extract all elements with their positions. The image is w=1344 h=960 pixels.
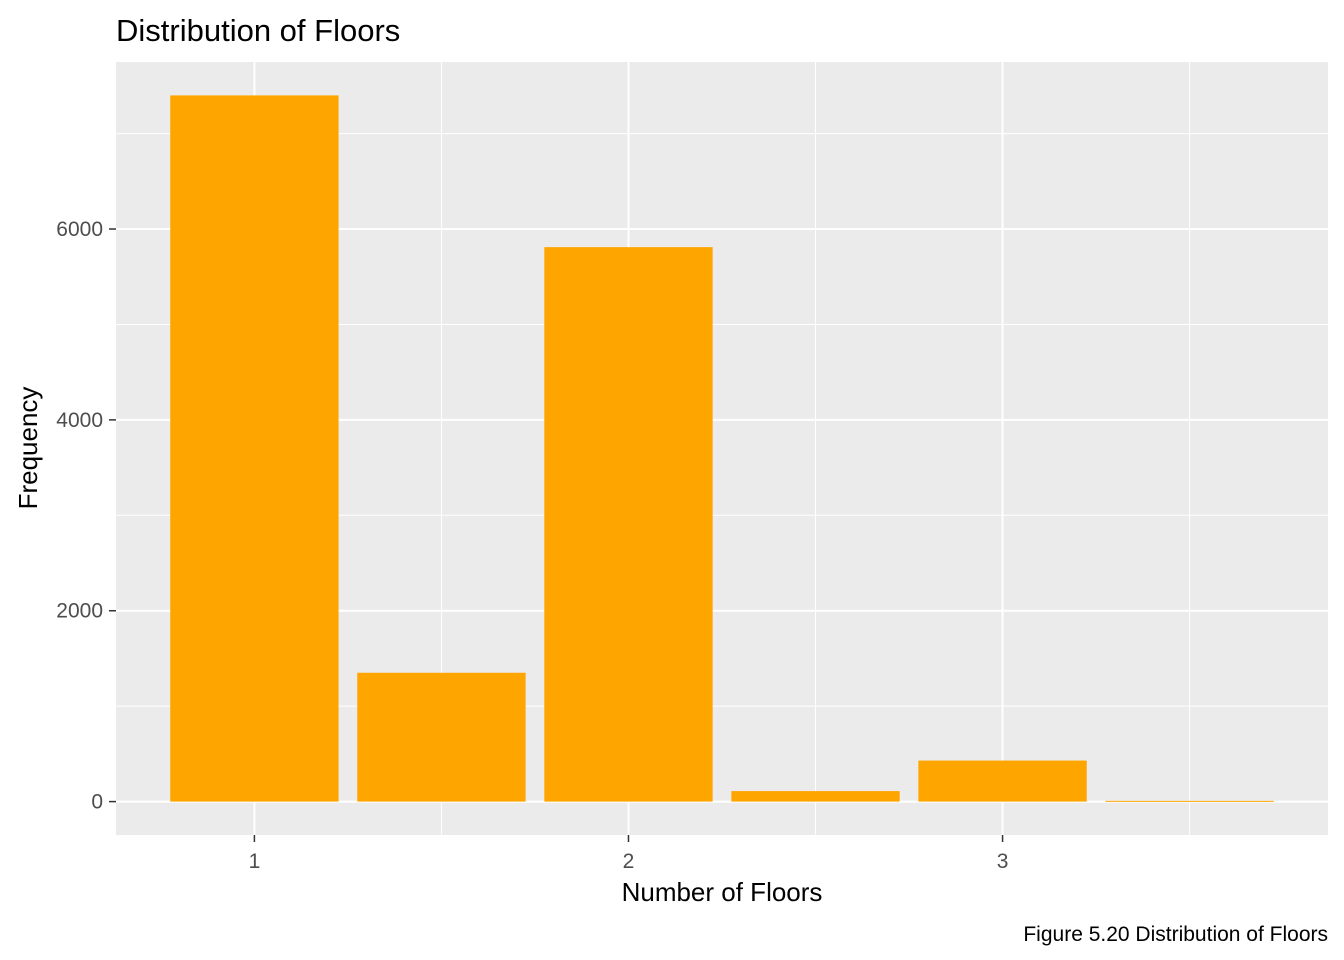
y-tick-label: 2000 xyxy=(56,600,103,623)
bar xyxy=(1105,800,1274,802)
chart-title: Distribution of Floors xyxy=(116,13,400,48)
y-axis-ticks: 0 2000 4000 6000 xyxy=(56,218,116,814)
bar xyxy=(918,760,1087,802)
bar xyxy=(357,672,526,802)
bar xyxy=(731,791,900,802)
bar xyxy=(544,247,713,802)
x-tick-label: 1 xyxy=(249,850,261,873)
x-axis-title: Number of Floors xyxy=(622,877,823,907)
y-axis-title: Frequency xyxy=(13,387,43,510)
y-tick-label: 0 xyxy=(91,791,103,814)
figure-caption: Figure 5.20 Distribution of Floors xyxy=(1023,923,1328,946)
y-tick-label: 4000 xyxy=(56,409,103,432)
x-tick-label: 3 xyxy=(997,850,1009,873)
bars xyxy=(170,95,1274,802)
x-axis-ticks: 1 2 3 xyxy=(249,835,1009,873)
y-tick-label: 6000 xyxy=(56,218,103,241)
bar xyxy=(170,95,339,802)
x-tick-label: 2 xyxy=(623,850,635,873)
